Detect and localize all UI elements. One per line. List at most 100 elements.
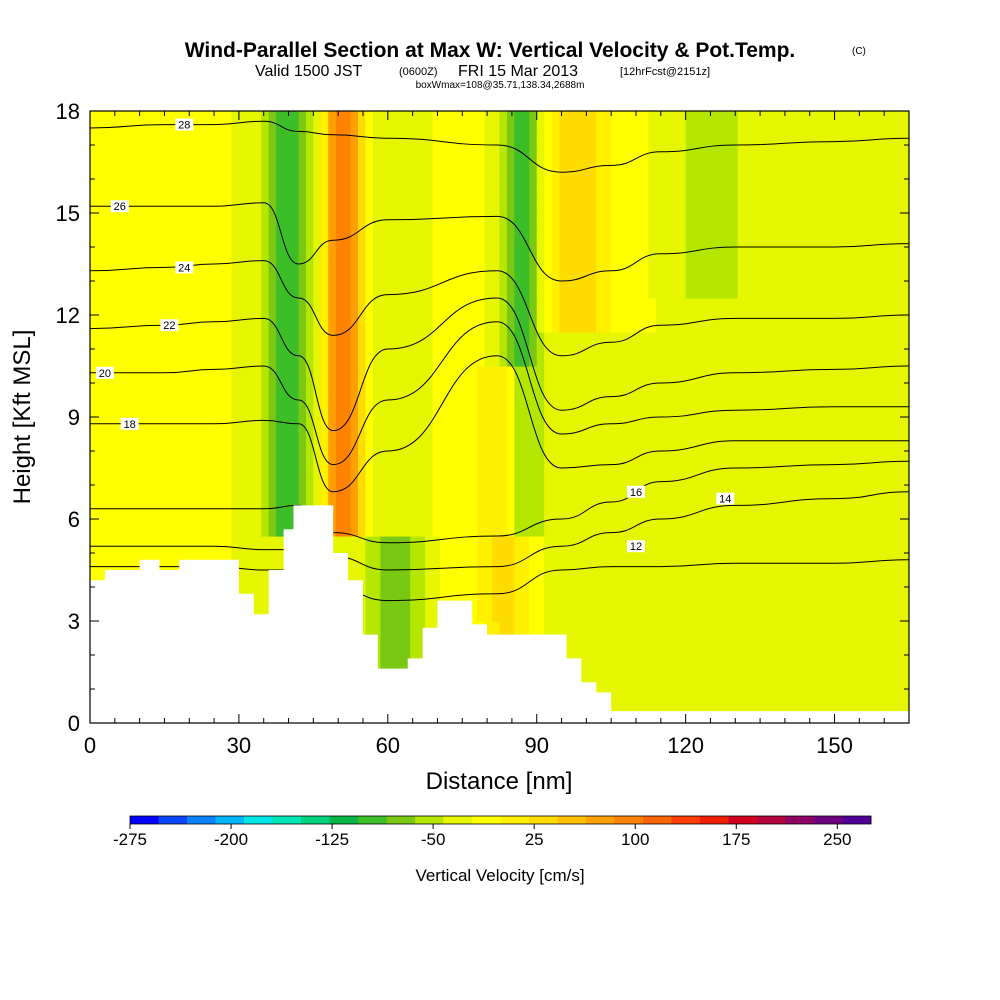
velocity-cell <box>551 510 560 520</box>
velocity-cell <box>283 170 292 180</box>
velocity-cell <box>90 400 99 410</box>
velocity-cell <box>566 510 575 520</box>
velocity-cell <box>521 527 530 537</box>
velocity-cell <box>179 281 188 291</box>
velocity-cell <box>402 612 411 622</box>
velocity-cell <box>596 629 605 639</box>
velocity-cell <box>596 153 605 163</box>
velocity-cell <box>112 162 121 172</box>
velocity-cell <box>581 145 590 155</box>
velocity-cell <box>402 621 411 631</box>
velocity-cell <box>432 442 441 452</box>
velocity-cell <box>387 298 396 308</box>
velocity-cell <box>343 536 352 546</box>
velocity-cell <box>425 408 434 418</box>
velocity-cell <box>261 230 270 240</box>
velocity-cell <box>596 459 605 469</box>
velocity-cell <box>246 111 255 121</box>
velocity-cell <box>417 340 426 350</box>
velocity-cell <box>90 119 99 129</box>
velocity-cell <box>380 374 389 384</box>
velocity-cell <box>566 204 575 214</box>
velocity-cell <box>387 502 396 512</box>
velocity-cell <box>551 289 560 299</box>
velocity-cell <box>477 425 486 435</box>
velocity-cell <box>157 306 166 316</box>
velocity-cell <box>402 408 411 418</box>
velocity-cell <box>439 111 448 121</box>
velocity-cell <box>573 629 582 639</box>
velocity-cell <box>506 570 515 580</box>
velocity-cell <box>283 111 292 121</box>
velocity-cell <box>261 570 270 580</box>
velocity-cell <box>387 272 396 282</box>
velocity-cell <box>380 366 389 376</box>
velocity-cell <box>186 340 195 350</box>
velocity-cell <box>358 162 367 172</box>
velocity-cell <box>432 621 441 631</box>
velocity-cell <box>566 383 575 393</box>
velocity-cell <box>559 357 568 367</box>
velocity-cell <box>372 408 381 418</box>
velocity-cell <box>149 162 158 172</box>
velocity-cell <box>216 247 225 257</box>
velocity-cell <box>231 153 240 163</box>
velocity-cell <box>216 383 225 393</box>
velocity-cell <box>365 136 374 146</box>
velocity-cell <box>492 604 501 614</box>
velocity-cell <box>90 527 99 537</box>
velocity-cell <box>551 340 560 350</box>
velocity-cell <box>402 493 411 503</box>
velocity-cell <box>186 357 195 367</box>
velocity-cell <box>246 289 255 299</box>
velocity-cell <box>566 629 575 639</box>
velocity-cell <box>97 255 106 265</box>
velocity-cell <box>432 400 441 410</box>
velocity-cell <box>559 493 568 503</box>
velocity-cell <box>358 451 367 461</box>
velocity-cell <box>171 357 180 367</box>
velocity-cell <box>268 128 277 138</box>
velocity-cell <box>425 187 434 197</box>
velocity-cell <box>298 255 307 265</box>
velocity-cell <box>499 119 508 129</box>
velocity-cell <box>566 187 575 197</box>
velocity-cell <box>134 493 143 503</box>
velocity-cell <box>253 187 262 197</box>
velocity-cell <box>417 272 426 282</box>
velocity-cell <box>358 128 367 138</box>
velocity-cell <box>104 442 113 452</box>
velocity-cell <box>238 332 247 342</box>
velocity-cell <box>134 451 143 461</box>
velocity-cell <box>372 289 381 299</box>
velocity-cell <box>179 468 188 478</box>
velocity-cell <box>261 298 270 308</box>
velocity-cell <box>514 221 523 231</box>
velocity-cell <box>350 502 359 512</box>
velocity-cell <box>201 196 210 206</box>
velocity-cell <box>521 400 530 410</box>
velocity-cell <box>186 493 195 503</box>
velocity-cell <box>335 476 344 486</box>
velocity-cell <box>179 221 188 231</box>
velocity-cell <box>387 638 396 648</box>
velocity-cell <box>410 221 419 231</box>
velocity-cell <box>224 170 233 180</box>
velocity-cell <box>521 357 530 367</box>
velocity-cell <box>596 468 605 478</box>
velocity-cell <box>484 272 493 282</box>
velocity-cell <box>365 425 374 435</box>
velocity-cell <box>417 255 426 265</box>
velocity-cell <box>112 128 121 138</box>
velocity-cell <box>157 289 166 299</box>
velocity-cell <box>596 519 605 529</box>
velocity-cell <box>410 400 419 410</box>
velocity-cell <box>581 238 590 248</box>
velocity-cell <box>499 366 508 376</box>
velocity-cell <box>410 544 419 554</box>
velocity-cell <box>104 493 113 503</box>
velocity-cell <box>194 272 203 282</box>
velocity-cell <box>194 289 203 299</box>
velocity-cell <box>514 230 523 240</box>
velocity-cell <box>179 417 188 427</box>
